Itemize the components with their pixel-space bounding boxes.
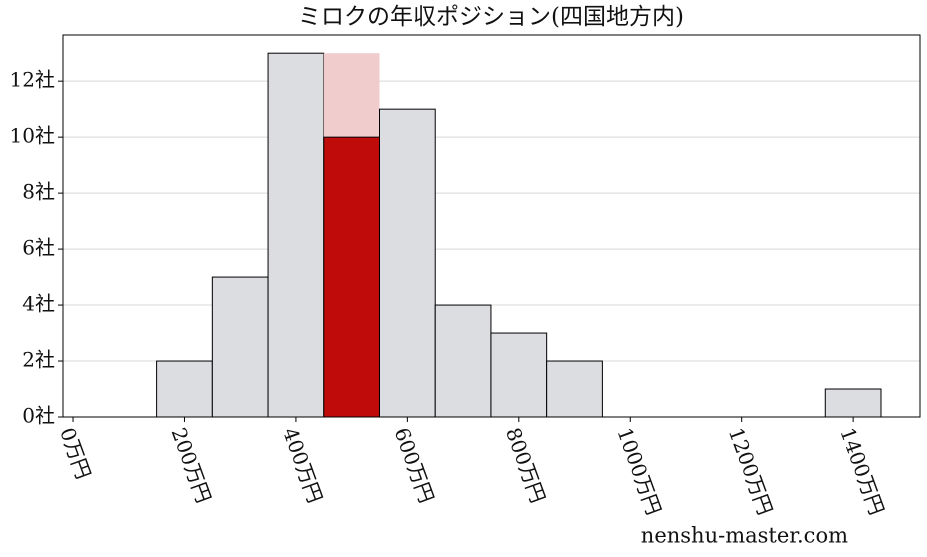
highlight-bar bbox=[323, 136, 380, 418]
y-tick-label: 6社 bbox=[22, 236, 55, 260]
plot-frame bbox=[62, 34, 921, 418]
x-tick-label: 1200万円 bbox=[724, 424, 778, 518]
x-tick-label: 1000万円 bbox=[612, 424, 666, 518]
bar bbox=[434, 304, 492, 418]
bar bbox=[378, 108, 436, 418]
bar bbox=[546, 360, 603, 418]
y-tick-label: 0社 bbox=[22, 404, 55, 428]
bar bbox=[490, 332, 548, 418]
y-tick-label: 4社 bbox=[22, 292, 55, 316]
x-tick-label: 400万円 bbox=[278, 424, 327, 506]
x-tick-label: 800万円 bbox=[501, 424, 550, 506]
chart-title: ミロクの年収ポジション(四国地方内) bbox=[298, 4, 684, 30]
x-tick-label: 1400万円 bbox=[835, 424, 889, 518]
x-tick-label: 0万円 bbox=[55, 424, 96, 482]
bar bbox=[211, 276, 269, 418]
y-tick-label: 2社 bbox=[22, 348, 55, 372]
watermark: nenshu-master.com bbox=[641, 524, 848, 548]
x-tick-label: 600万円 bbox=[389, 424, 438, 506]
bar bbox=[156, 360, 213, 418]
x-tick-label: 200万円 bbox=[167, 424, 216, 506]
bar bbox=[824, 388, 882, 418]
y-tick-label: 12社 bbox=[10, 68, 55, 92]
y-tick-label: 10社 bbox=[10, 124, 55, 148]
bar bbox=[267, 52, 325, 418]
y-tick-label: 8社 bbox=[22, 180, 55, 204]
